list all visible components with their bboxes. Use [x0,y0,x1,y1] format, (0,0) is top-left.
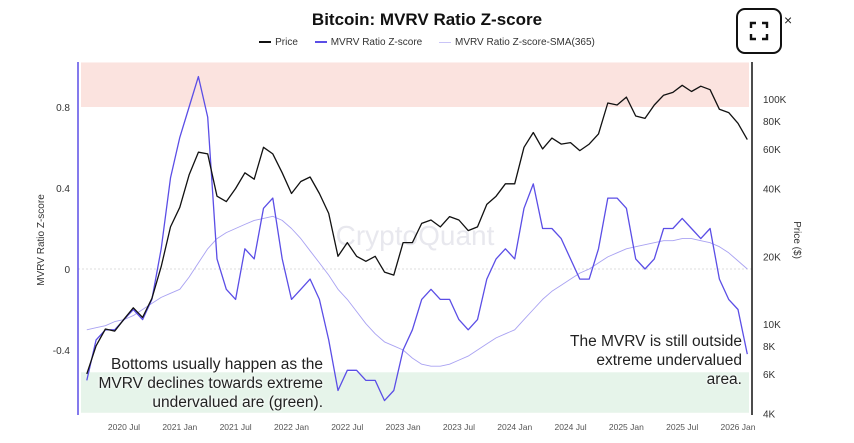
annotation-line: area. [706,371,742,388]
y-right-tick: 10K [763,320,781,331]
x-tick: 2025 Jul [666,422,698,432]
x-tick: 2024 Jul [554,422,586,432]
y-right-tick: 80K [763,117,781,128]
legend-label: Price [275,37,298,48]
x-tick: 2021 Jan [162,422,197,432]
y-left-label: MVRV Ratio Z-score [36,194,47,286]
x-tick: 2023 Jul [443,422,475,432]
sma-line [86,215,748,367]
x-tick: 2021 Jul [220,422,252,432]
legend-label: MVRV Ratio Z-score-SMA(365) [455,37,595,48]
y-right-tick: 40K [763,185,781,196]
chart-title: Bitcoin: MVRV Ratio Z-score [311,10,543,29]
price-line [86,84,748,375]
zscore-line [86,75,748,402]
expand-button[interactable] [736,8,782,54]
annotation-line: MVRV declines towards extreme [98,375,323,392]
band-overvalued [81,62,749,107]
x-tick: 2023 Jan [386,422,421,432]
legend: Price MVRV Ratio Z-score MVRV Ratio Z-sc… [0,37,854,48]
x-tick: 2022 Jul [331,422,363,432]
band-undervalued [81,372,749,413]
x-tick: 2022 Jan [274,422,309,432]
y-right-tick: 20K [763,252,781,263]
y-right-tick: 60K [763,145,781,156]
annotation-line: The MVRV is still outside [570,333,742,350]
y-left-tick: 0.4 [56,184,70,195]
y-left-tick: 0 [64,265,70,276]
y-left-tick: 0.8 [56,103,70,114]
x-tick: 2024 Jan [497,422,532,432]
x-tick: 2026 Jan [721,422,756,432]
legend-item-sma[interactable]: MVRV Ratio Z-score-SMA(365) [439,37,595,48]
annotation-left: Bottoms usually happen as the MVRV decli… [95,355,323,412]
watermark: CryptoQuant [336,220,495,251]
legend-label: MVRV Ratio Z-score [330,37,423,48]
annotation-line: extreme undervalued [596,352,742,369]
legend-item-zscore[interactable]: MVRV Ratio Z-score [314,37,423,48]
y-right-label: Price ($) [791,221,802,259]
expand-icon [749,21,769,41]
x-tick: 2025 Jan [609,422,644,432]
y-left-tick: -0.4 [53,346,71,357]
y-right-tick: 4K [763,410,776,421]
y-right-tick: 100K [763,95,787,106]
y-right-tick: 6K [763,370,776,381]
annotation-right: The MVRV is still outside extreme underv… [540,332,742,389]
x-tick: 2020 Jul [108,422,140,432]
close-button[interactable]: × [784,12,793,28]
annotation-line: Bottoms usually happen as the [111,356,323,373]
annotation-line: undervalued are (green). [152,394,323,411]
legend-item-price[interactable]: Price [259,37,298,48]
y-right-tick: 8K [763,342,776,353]
